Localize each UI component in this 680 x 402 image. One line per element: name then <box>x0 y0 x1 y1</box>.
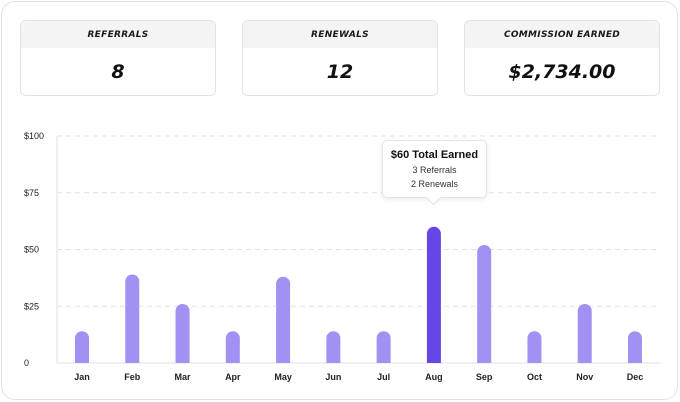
x-tick-label: Jan <box>74 372 90 382</box>
tooltip-renewals: 2 Renewals <box>410 179 459 189</box>
bar-sep[interactable] <box>477 244 492 363</box>
x-tick-label: Mar <box>175 372 192 382</box>
x-tick-label: Nov <box>576 372 593 382</box>
x-tick-label: Sep <box>476 372 493 382</box>
bar-jan[interactable] <box>75 331 89 363</box>
bar-jul[interactable] <box>376 331 391 363</box>
x-tick-label: Aug <box>425 372 443 382</box>
y-tick-label: $75 <box>24 188 39 198</box>
y-tick-label: $50 <box>24 245 39 255</box>
bar-mar[interactable] <box>175 303 190 363</box>
x-tick-label: Jul <box>377 372 390 382</box>
x-tick-label: May <box>274 372 292 382</box>
x-tick-label: Dec <box>627 372 644 382</box>
x-tick-label: Jun <box>325 372 341 382</box>
commission-value: $2,734.00 <box>508 61 616 83</box>
chart-tooltip: $60 Total Earned 3 Referrals 2 Renewals <box>382 140 487 198</box>
bar-feb[interactable] <box>125 274 140 363</box>
x-tick-label: Feb <box>124 372 141 382</box>
referrals-label: REFERRALS <box>21 21 215 48</box>
bar-nov[interactable] <box>577 303 592 363</box>
y-tick-label: 0 <box>24 358 29 368</box>
tooltip-title: $60 Total Earned <box>390 149 479 161</box>
referrals-card: REFERRALS 8 <box>20 20 216 96</box>
x-tick-label: Oct <box>527 372 542 382</box>
x-tick-label: Apr <box>225 372 241 382</box>
renewals-label: RENEWALS <box>243 21 437 48</box>
bar-oct[interactable] <box>527 331 542 363</box>
y-tick-label: $25 <box>24 301 39 311</box>
bar-apr[interactable] <box>225 331 240 363</box>
referrals-value: 8 <box>111 61 125 83</box>
bar-aug[interactable] <box>426 226 441 363</box>
bar-jun[interactable] <box>326 331 341 363</box>
tooltip-referrals: 3 Referrals <box>412 165 457 175</box>
bar-may[interactable] <box>276 276 291 363</box>
commission-card: COMMISSION EARNED $2,734.00 <box>464 20 660 96</box>
commission-label: COMMISSION EARNED <box>465 21 659 48</box>
y-tick-label: $100 <box>24 131 44 141</box>
renewals-card: RENEWALS 12 <box>242 20 438 96</box>
bar-dec[interactable] <box>628 331 642 363</box>
renewals-value: 12 <box>326 61 354 83</box>
